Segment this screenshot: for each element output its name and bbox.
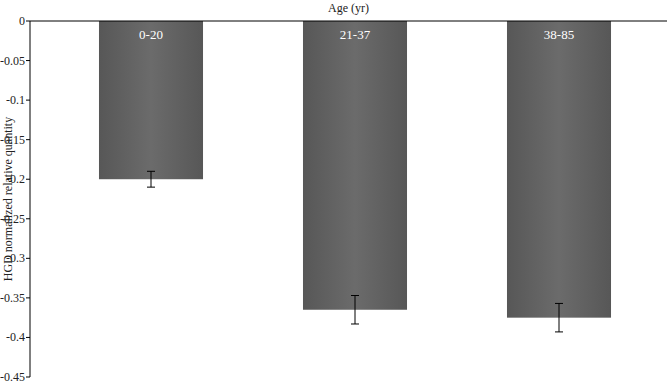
y-tick [26, 218, 30, 219]
error-bar [351, 296, 359, 324]
y-tick [26, 377, 30, 378]
y-tick [26, 297, 30, 298]
bars [99, 21, 611, 332]
error-cap [147, 187, 155, 188]
x-axis [30, 21, 667, 22]
title: Age (yr) [328, 1, 369, 15]
chart: Age (yr)HGD normalized relative quantity… [0, 0, 667, 382]
y-tick [26, 179, 30, 180]
error-cap [147, 171, 155, 172]
error-bar [555, 303, 563, 331]
y-tick [26, 21, 30, 22]
y-tick [26, 258, 30, 259]
y-tick-label: -0.4 [6, 330, 25, 344]
category-label: 38-85 [544, 27, 574, 42]
y-tick-label: -0.2 [6, 172, 25, 186]
y-tick-label: -0.45 [0, 370, 25, 382]
y-tick [26, 337, 30, 338]
error-cap [351, 295, 359, 296]
bar [303, 21, 407, 310]
y-tick [26, 100, 30, 101]
error-stem [559, 303, 560, 331]
y-tick-label: -0.15 [0, 133, 25, 147]
bar [507, 21, 611, 318]
y-tick [26, 139, 30, 140]
error-cap [555, 331, 563, 332]
y-tick-label: -0.3 [6, 251, 25, 265]
y-axis [30, 21, 31, 377]
y-tick-label: -0.35 [0, 291, 25, 305]
error-stem [151, 171, 152, 187]
error-cap [351, 323, 359, 324]
y-tick-label: -0.1 [6, 93, 25, 107]
error-cap [555, 303, 563, 304]
y-tick-label: 0 [19, 14, 25, 28]
y-tick [26, 60, 30, 61]
error-bar [147, 171, 155, 187]
category-label: 0-20 [139, 27, 163, 42]
error-stem [355, 296, 356, 324]
y-tick-label: -0.05 [0, 54, 25, 68]
y-tick-label: -0.25 [0, 212, 25, 226]
category-label: 21-37 [340, 27, 371, 42]
bar [99, 21, 203, 179]
